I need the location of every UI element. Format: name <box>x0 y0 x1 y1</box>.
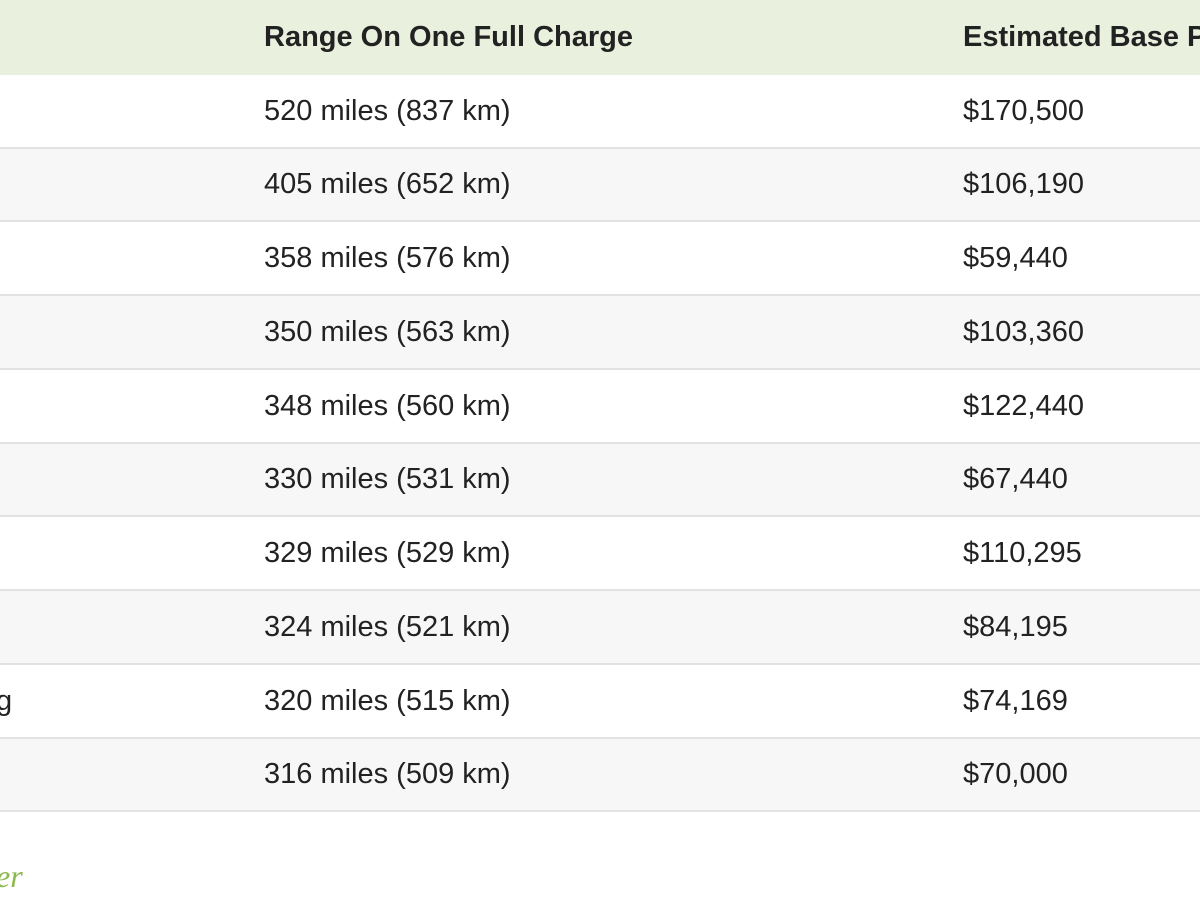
table-cell: 324 miles (521 km) <box>264 610 511 643</box>
table-row: 329 miles (529 km) $110,295 <box>0 517 1200 591</box>
table-cell: $84,195 <box>963 610 1068 643</box>
table-cell: g <box>0 684 13 717</box>
table-cell: 348 miles (560 km) <box>264 389 511 422</box>
table-cell: 520 miles (837 km) <box>264 94 511 127</box>
table-cell: 316 miles (509 km) <box>264 758 511 790</box>
table-cell: 350 miles (563 km) <box>264 315 511 348</box>
table-cell: 358 miles (576 km) <box>264 241 511 274</box>
footer-link[interactable]: er <box>0 858 23 894</box>
table-cell: $122,440 <box>963 389 1084 422</box>
table-cell: $67,440 <box>963 463 1068 495</box>
table-row: g 320 miles (515 km) $74,169 <box>0 665 1200 739</box>
table-cell: $106,190 <box>963 168 1084 200</box>
table-cell: $170,500 <box>963 94 1084 127</box>
table-cell: 320 miles (515 km) <box>264 684 511 717</box>
table-cell: 329 miles (529 km) <box>264 536 511 569</box>
table-row: 405 miles (652 km) $106,190 <box>0 149 1200 222</box>
table-cell: $74,169 <box>963 684 1068 717</box>
table-row: 348 miles (560 km) $122,440 <box>0 370 1200 444</box>
header-cell: Range On One Full Charge <box>264 21 633 53</box>
table-row: 324 miles (521 km) $84,195 <box>0 591 1200 665</box>
table-cell: 330 miles (531 km) <box>264 463 511 495</box>
table-row: 350 miles (563 km) $103,360 <box>0 296 1200 370</box>
table-row: 316 miles (509 km) $70,000 <box>0 739 1200 812</box>
table-row: 358 miles (576 km) $59,440 <box>0 222 1200 296</box>
table-cell: $59,440 <box>963 241 1068 274</box>
table-cell: $70,000 <box>963 758 1068 790</box>
table-row: 330 miles (531 km) $67,440 <box>0 444 1200 517</box>
table-cell: 405 miles (652 km) <box>264 168 511 200</box>
table-cell: $103,360 <box>963 315 1084 348</box>
table-cell: $110,295 <box>963 536 1082 569</box>
header-cell: Estimated Base P <box>963 21 1200 53</box>
table-row: 520 miles (837 km) $170,500 <box>0 75 1200 149</box>
header-row: Range On One Full Charge Estimated Base … <box>0 0 1200 75</box>
